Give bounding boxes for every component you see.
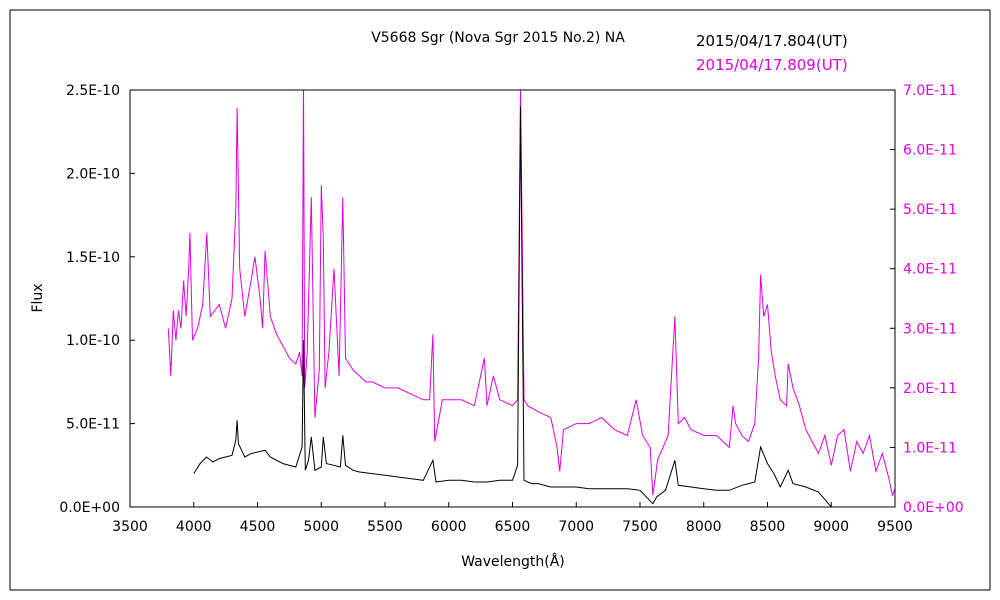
legend-entry-black: 2015/04/17.804(UT) xyxy=(696,32,848,50)
x-tick-label: 9500 xyxy=(877,519,913,535)
x-tick-label: 4000 xyxy=(176,519,212,535)
y-right-tick-label: 7.0E-11 xyxy=(903,83,957,99)
y-right-tick-label: 2.0E-11 xyxy=(903,381,957,397)
y-right-tick-label: 4.0E-11 xyxy=(903,262,957,278)
legend-entry-magenta: 2015/04/17.809(UT) xyxy=(696,56,848,74)
axis-layer: 3500 4000 4500 5000 5500 6000 6500 7000 7500 8000… xyxy=(59,83,963,535)
series-line-magenta xyxy=(167,90,895,497)
y-right-tick-label: 5.0E-11 xyxy=(903,202,957,218)
x-tick-label: 8500 xyxy=(750,519,786,535)
y-right-tick-label: 0.0E+00 xyxy=(903,500,964,516)
x-tick-label: 7500 xyxy=(622,519,658,535)
y-left-tick-label: 0.0E+00 xyxy=(59,500,120,516)
y-left-tick-label: 1.5E-10 xyxy=(66,250,120,266)
series-line-black xyxy=(193,106,832,507)
y-axis-label: Flux xyxy=(30,283,46,312)
chart-title: V5668 Sgr (Nova Sgr 2015 No.2) NA xyxy=(371,30,625,46)
x-tick-label: 6000 xyxy=(431,519,467,535)
x-tick-label: 6500 xyxy=(495,519,531,535)
y-right-tick-label: 6.0E-11 xyxy=(903,143,957,159)
y-left-tick-label: 5.0E-11 xyxy=(66,417,120,433)
x-tick-label: 9000 xyxy=(813,519,849,535)
x-axis-label: Wavelength(Å) xyxy=(461,553,565,570)
y-left-tick-label: 1.0E-10 xyxy=(66,333,120,349)
x-tick-label: 5500 xyxy=(367,519,403,535)
x-tick-label: 3500 xyxy=(112,519,148,535)
x-tick-label: 8000 xyxy=(686,519,722,535)
plot-layer xyxy=(167,90,895,507)
x-tick-label: 7000 xyxy=(558,519,594,535)
y-right-tick-label: 1.0E-11 xyxy=(903,440,957,456)
x-tick-label: 5000 xyxy=(303,519,339,535)
x-tick-label: 4500 xyxy=(240,519,276,535)
y-left-tick-label: 2.0E-10 xyxy=(66,166,120,182)
chart-border xyxy=(9,9,991,591)
y-left-tick-label: 2.5E-10 xyxy=(66,83,120,99)
y-right-tick-label: 3.0E-11 xyxy=(903,321,957,337)
